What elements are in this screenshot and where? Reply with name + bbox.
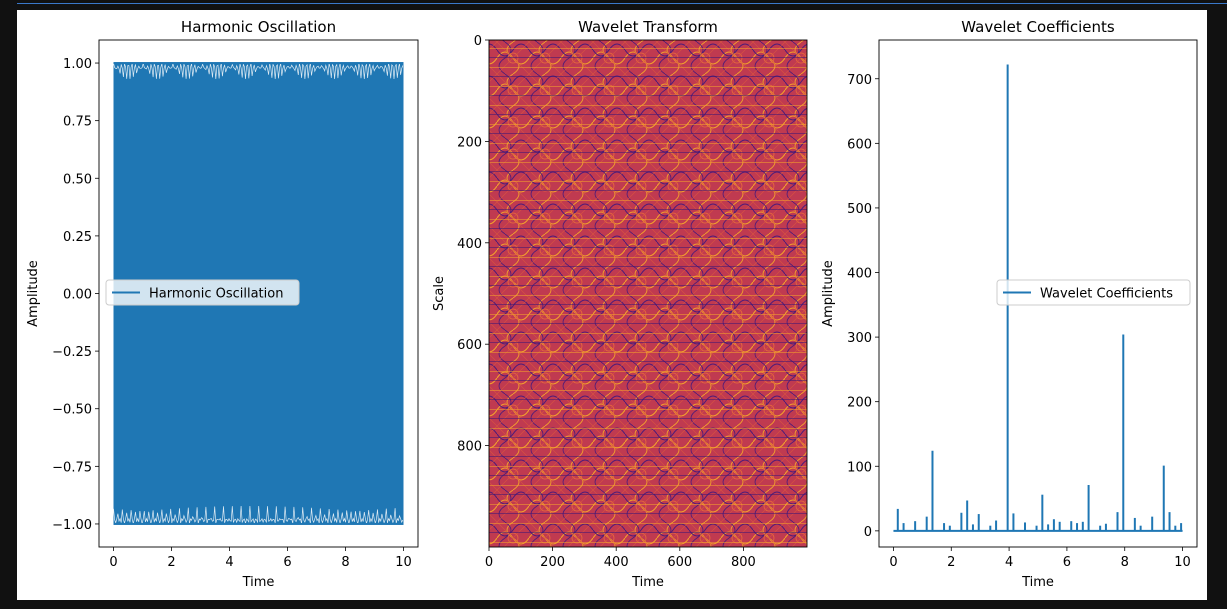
y-tick-label: 100 (847, 460, 872, 475)
oscillation-troughs (113, 505, 404, 525)
y-tick-label: 200 (457, 135, 482, 150)
y-tick-label: 0 (864, 525, 872, 540)
heatmap-bands (489, 40, 807, 547)
x-axis-label-3: Time (1021, 575, 1054, 590)
axes-frame-2 (488, 39, 808, 548)
x-tick-label: 200 (540, 555, 565, 570)
y-tick-label: 0.00 (63, 288, 92, 303)
x-tick-label: 4 (1005, 555, 1013, 570)
y-axis-label-3: Amplitude (821, 260, 836, 327)
x-tick-label: 8 (1121, 555, 1129, 570)
oscillation-peaks (113, 62, 404, 80)
y-tick-label: −0.25 (52, 345, 92, 360)
chart-title-2: Wavelet Transform (578, 18, 718, 36)
legend-label: Harmonic Oscillation (149, 287, 283, 302)
series-wavelet-coefficients (893, 64, 1183, 532)
y-tick-label: 400 (847, 267, 872, 282)
x-tick-label: 800 (731, 555, 756, 570)
y-tick-label: 0.25 (63, 230, 92, 245)
legend-box (996, 279, 1191, 306)
y-axis-label-2: Scale (432, 276, 447, 311)
y-tick-label: −1.00 (52, 518, 92, 533)
y-tick-label: −0.50 (52, 403, 92, 418)
oscillation-bottom-edge (113, 522, 404, 525)
axes-frame-3 (878, 39, 1198, 548)
y-tick-label: 600 (847, 137, 872, 152)
y-tick-label: 1.00 (63, 57, 92, 72)
y-tick-label: 400 (457, 237, 482, 252)
y-tick-label: 500 (847, 202, 872, 217)
chart-title-3: Wavelet Coefficients (961, 18, 1115, 36)
legend-harmonic: Harmonic Oscillation (105, 279, 300, 306)
y-tick-label: 600 (457, 338, 482, 353)
oscillation-top-edge (113, 62, 404, 65)
y-tick-label: 800 (457, 440, 482, 455)
x-tick-label: 10 (1174, 555, 1191, 570)
y-tick-label: 0.75 (63, 115, 92, 130)
x-tick-label: 400 (604, 555, 629, 570)
x-tick-label: 600 (667, 555, 692, 570)
x-tick-label: 4 (225, 555, 233, 570)
y-tick-label: 200 (847, 396, 872, 411)
x-tick-label: 0 (485, 555, 493, 570)
y-tick-label: −0.75 (52, 460, 92, 475)
legend-box (105, 279, 300, 306)
y-tick-label: 0.50 (63, 172, 92, 187)
figure-canvas: Harmonic Oscillation 0 2 4 6 8 10 1.00 0.75 0.50 0… (17, 10, 1207, 600)
legend-wavelet: Wavelet Coefficients (996, 279, 1191, 306)
x-tick-label: 0 (109, 555, 117, 570)
y-tick-label: 700 (847, 73, 872, 88)
x-axis-label-2: Time (631, 575, 664, 590)
x-tick-label: 6 (283, 555, 291, 570)
x-tick-label: 10 (395, 555, 412, 570)
x-axis-label-1: Time (242, 575, 275, 590)
y-tick-label: 0 (474, 34, 482, 49)
x-tick-label: 6 (1063, 555, 1071, 570)
window-top-border (17, 3, 1227, 4)
legend-label: Wavelet Coefficients (1040, 287, 1173, 302)
x-tick-label: 2 (947, 555, 955, 570)
x-tick-label: 0 (889, 555, 897, 570)
y-axis-label-1: Amplitude (26, 260, 41, 327)
x-tick-label: 8 (341, 555, 349, 570)
chart-title-1: Harmonic Oscillation (181, 18, 336, 36)
x-tick-label: 2 (167, 555, 175, 570)
y-tick-label: 300 (847, 331, 872, 346)
